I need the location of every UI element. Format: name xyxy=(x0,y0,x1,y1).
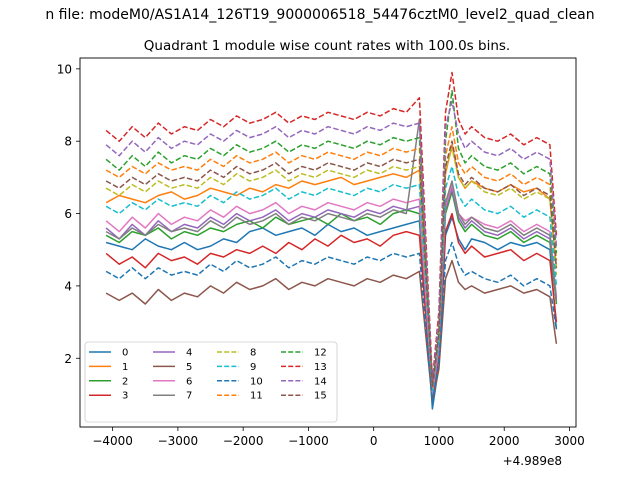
series-line-9 xyxy=(105,165,558,392)
series-line-12 xyxy=(105,89,558,385)
legend-label-12: 12 xyxy=(314,348,327,359)
series-line-8 xyxy=(105,147,558,388)
y-tick-label: 6 xyxy=(64,207,72,221)
axes-frame xyxy=(79,57,577,428)
x-tick-label: −4000 xyxy=(92,434,133,448)
series-layer xyxy=(105,71,558,410)
legend-frame xyxy=(84,341,338,423)
series-line-5 xyxy=(105,259,558,403)
chart-title: Quadrant 1 module wise count rates with … xyxy=(144,38,510,54)
legend-label-0: 0 xyxy=(122,348,128,359)
x-tick-label: −3000 xyxy=(158,434,199,448)
y-tick-label: 10 xyxy=(57,62,72,76)
legend-label-15: 15 xyxy=(314,391,327,402)
figure-suptitle: n file: modeM0/AS1A14_126T19_9000006518_… xyxy=(45,7,594,23)
x-tick-label: 0 xyxy=(370,434,378,448)
series-line-11 xyxy=(105,125,558,388)
legend-label-8: 8 xyxy=(250,348,256,359)
legend-label-5: 5 xyxy=(186,362,192,373)
legend-label-2: 2 xyxy=(122,376,128,387)
legend-label-13: 13 xyxy=(314,362,327,373)
legend-label-3: 3 xyxy=(122,391,128,402)
series-line-15 xyxy=(105,140,558,388)
legend-label-7: 7 xyxy=(186,391,192,402)
series-line-10 xyxy=(105,241,558,403)
legend-label-1: 1 xyxy=(122,362,128,373)
legend-label-14: 14 xyxy=(314,376,327,387)
legend-label-6: 6 xyxy=(186,376,192,387)
legend-label-11: 11 xyxy=(250,391,263,402)
series-line-4 xyxy=(105,187,558,396)
y-tick-label: 2 xyxy=(64,352,72,366)
series-line-14 xyxy=(105,100,558,385)
x-tick-label: 2000 xyxy=(489,434,520,448)
series-line-1 xyxy=(105,144,558,396)
y-tick-label: 8 xyxy=(64,135,72,149)
x-tick-label: 1000 xyxy=(424,434,455,448)
x-tick-label: −2000 xyxy=(223,434,264,448)
x-axis: −4000 −3000 −2000 −1000 0 1000 2000 3000 xyxy=(92,427,585,448)
series-line-6 xyxy=(105,183,558,396)
legend-label-10: 10 xyxy=(250,376,263,387)
series-line-3 xyxy=(105,212,558,399)
series-line-0 xyxy=(105,216,558,410)
series-line-7 xyxy=(105,118,558,392)
y-axis: 2 4 6 8 10 xyxy=(57,62,80,366)
x-offset-label: +4.989e8 xyxy=(503,454,562,468)
legend-label-9: 9 xyxy=(250,362,256,373)
x-tick-label: 3000 xyxy=(554,434,585,448)
legend-label-4: 4 xyxy=(186,348,192,359)
x-tick-label: −1000 xyxy=(288,434,329,448)
y-tick-label: 4 xyxy=(64,279,72,293)
